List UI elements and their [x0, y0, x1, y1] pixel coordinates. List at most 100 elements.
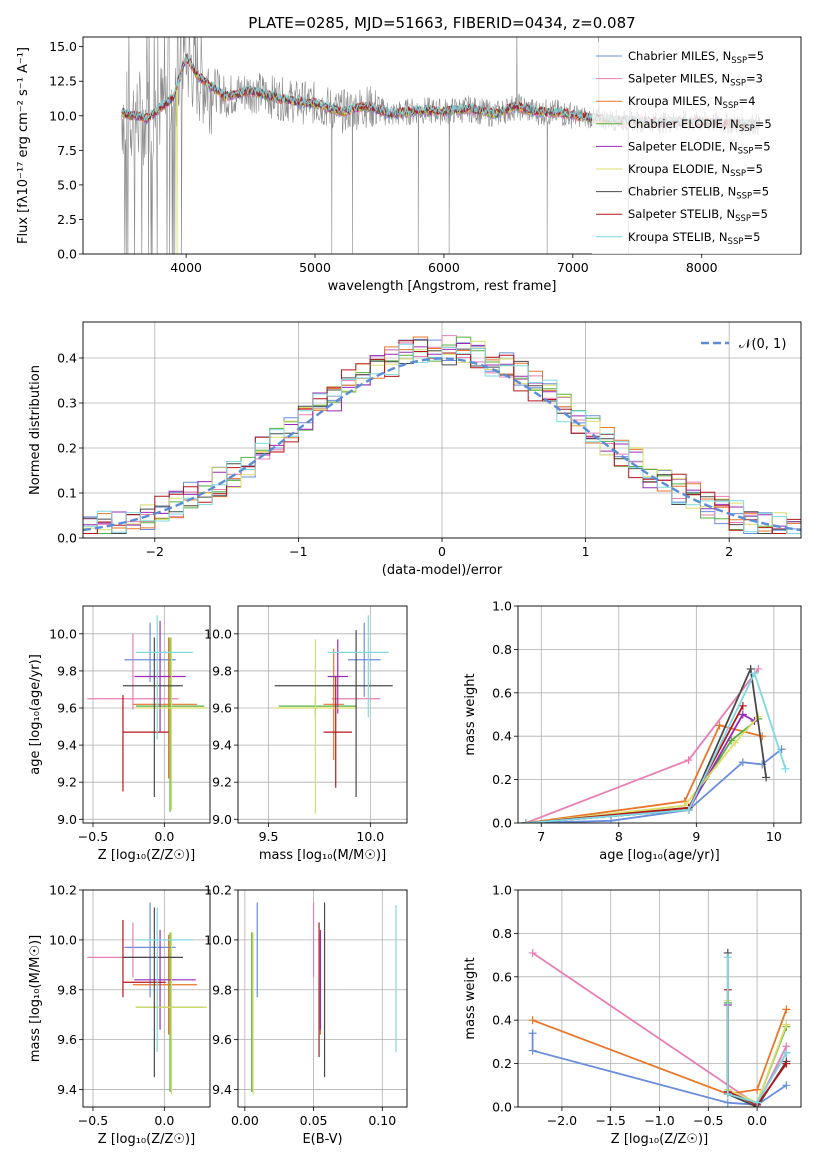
y-tick-label: 9.2 [57, 775, 77, 790]
weight-line [525, 716, 760, 823]
residual-histogram-8 [83, 343, 801, 534]
weight-vs-Z-plot-area [518, 890, 801, 1107]
y-tick-label: 0.0 [492, 1100, 512, 1115]
legend-subscript: SSP [731, 56, 747, 66]
weight-marker [528, 948, 537, 957]
y-tick-label: 9.2 [212, 775, 232, 790]
x-tick-label: 0.05 [300, 1113, 328, 1128]
x-tick-label: 7 [537, 829, 545, 844]
y-axis-label: mass weight [463, 957, 478, 1039]
weight-line [532, 1009, 788, 1095]
y-axis-label: Flux [fλ10⁻¹⁷ erg cm⁻² s⁻¹ A⁻¹] [16, 47, 31, 244]
x-axis-label: age [log₁₀(age/yr)] [599, 848, 720, 863]
legend-value: =5 [743, 230, 760, 244]
y-tick-label: 9.6 [212, 1032, 232, 1047]
weight-marker [715, 721, 724, 730]
weight-line [726, 957, 788, 1104]
chart-title: PLATE=0285, MJD=51663, FIBERID=0434, z=0… [248, 14, 635, 32]
weight-marker [750, 669, 759, 678]
weight-marker [754, 664, 763, 673]
legend-value: =5 [747, 49, 764, 63]
x-tick-label: 0.00 [231, 1113, 259, 1128]
legend-subscript: SSP [728, 237, 744, 247]
legend-label: Salpeter ELODIE, NSSP=5 [628, 139, 771, 156]
x-tick-label: −2 [146, 544, 164, 559]
y-tick-label: 0.1 [57, 486, 77, 501]
x-tick-label: 8 [615, 829, 623, 844]
y-tick-label: 12.5 [49, 74, 77, 89]
weight-marker [521, 819, 530, 823]
y-tick-label: 0.2 [492, 1056, 512, 1071]
weight-marker [738, 710, 747, 719]
y-tick-label: 9.4 [212, 1082, 232, 1097]
y-axis-label: age [log₁₀(age/yr)] [28, 654, 43, 775]
x-tick-label: 0.0 [154, 1113, 174, 1128]
y-tick-label: 9.6 [57, 1032, 77, 1047]
y-tick-label: 0.0 [57, 247, 77, 262]
y-tick-label: 9.4 [57, 1082, 77, 1097]
x-tick-label: −0.5 [78, 829, 108, 844]
weight-line [525, 748, 783, 823]
legend-subscript: SSP [723, 101, 739, 111]
y-tick-label: 9.8 [212, 663, 232, 678]
x-axis-label: mass [log₁₀(M/M☉)] [259, 848, 386, 863]
spectrum-frame [82, 36, 802, 255]
y-tick-label: 0.4 [57, 351, 77, 366]
y-tick-label: 0.6 [492, 685, 512, 700]
age-vs-mass-plot-area [238, 606, 407, 823]
legend-value: =5 [751, 207, 768, 221]
weight-marker [723, 1089, 732, 1098]
y-tick-label: 0.0 [492, 816, 512, 831]
weight-line [525, 668, 760, 823]
x-axis-label: (data-model)/error [382, 563, 503, 578]
legend-subscript: SSP [735, 214, 751, 224]
weight-marker [753, 1098, 762, 1107]
y-tick-label: 9.8 [57, 982, 77, 997]
x-axis-label: Z [log₁₀(Z/Z☉)] [98, 848, 195, 863]
y-tick-label: 10.0 [49, 932, 77, 947]
residuals-plot-area [83, 322, 801, 538]
weight-marker [746, 664, 755, 673]
y-tick-label: 0.0 [57, 531, 77, 546]
legend-label: Salpeter MILES, NSSP=3 [628, 72, 763, 89]
x-tick-label: 4000 [170, 260, 202, 275]
weight-marker [684, 805, 693, 814]
weight-marker [731, 738, 740, 747]
weight-marker [738, 758, 747, 767]
weight-marker [782, 1081, 791, 1090]
x-tick-label: 9 [692, 829, 700, 844]
y-axis-label: Normed distribution [28, 365, 43, 495]
y-tick-label: 1.0 [492, 883, 512, 898]
y-tick-label: 10.2 [49, 883, 77, 898]
y-tick-label: 0.3 [57, 396, 77, 411]
weight-marker [723, 1098, 732, 1107]
x-axis-label: wavelength [Angstrom, rest frame] [328, 279, 557, 294]
x-tick-label: 5000 [299, 260, 331, 275]
x-axis-label: E(B-V) [302, 1132, 342, 1147]
y-tick-label: 9.8 [57, 663, 77, 678]
weight-vs-age-frame [517, 605, 802, 824]
legend-label: Kroupa ELODIE, NSSP=5 [628, 162, 763, 179]
y-tick-label: 10.2 [204, 883, 232, 898]
x-tick-label: −0.5 [693, 1113, 723, 1128]
legend-value: =3 [746, 72, 763, 86]
legend-value: =5 [754, 139, 771, 153]
y-tick-label: 0.6 [492, 969, 512, 984]
legend-label: Chabrier STELIB, NSSP=5 [628, 185, 769, 202]
x-tick-label: 0 [438, 544, 446, 559]
y-tick-label: 9.4 [212, 738, 232, 753]
weight-marker [528, 1029, 537, 1038]
y-tick-label: 0.4 [492, 1013, 512, 1028]
y-tick-label: 5.0 [57, 177, 77, 192]
x-axis-label: Z [log₁₀(Z/Z☉)] [611, 1132, 708, 1147]
y-tick-label: 9.0 [57, 812, 77, 827]
weight-marker [782, 1048, 791, 1057]
y-tick-label: 0.8 [492, 642, 512, 657]
legend-value: =5 [752, 185, 769, 199]
y-tick-label: 2.5 [57, 212, 77, 227]
legend-subscript: SSP [736, 192, 752, 202]
weight-line [525, 670, 787, 823]
weight-vs-Z-frame [517, 889, 802, 1108]
y-tick-label: 0.4 [492, 729, 512, 744]
